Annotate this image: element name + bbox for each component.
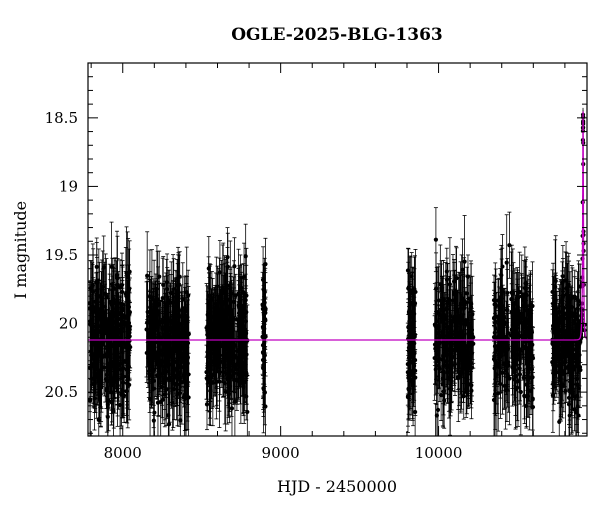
data-point bbox=[155, 294, 160, 390]
y-tick-label: 18.5 bbox=[45, 109, 78, 127]
data-point bbox=[93, 342, 98, 413]
data-point bbox=[88, 260, 93, 317]
data-point bbox=[118, 296, 123, 342]
data-point bbox=[157, 351, 162, 396]
data-point bbox=[114, 230, 120, 320]
data-point bbox=[175, 330, 180, 427]
y-tick-label: 20.5 bbox=[45, 383, 78, 401]
data-point bbox=[179, 291, 184, 377]
data-point bbox=[147, 271, 152, 362]
data-point bbox=[90, 353, 96, 404]
plot-area bbox=[88, 107, 587, 436]
data-point bbox=[90, 243, 95, 328]
data-point bbox=[163, 330, 168, 392]
data-point bbox=[102, 338, 107, 397]
data-point bbox=[507, 211, 512, 279]
data-point bbox=[176, 252, 181, 344]
data-point bbox=[110, 257, 115, 311]
data-point bbox=[115, 343, 120, 417]
data-point bbox=[151, 302, 156, 367]
data-point bbox=[160, 375, 165, 424]
data-point bbox=[162, 319, 167, 390]
data-point bbox=[112, 308, 117, 399]
data-point bbox=[185, 338, 190, 430]
y-tick-label: 20 bbox=[59, 315, 78, 333]
data-point bbox=[121, 347, 126, 419]
data-point bbox=[147, 350, 153, 436]
data-point bbox=[108, 356, 113, 399]
data-point bbox=[183, 275, 188, 347]
x-axis-label: HJD - 2450000 bbox=[277, 477, 397, 496]
x-tick-label: 9000 bbox=[262, 444, 300, 462]
data-point bbox=[176, 254, 182, 316]
data-point bbox=[94, 256, 100, 325]
y-tick-label: 19.5 bbox=[45, 246, 78, 264]
data-point bbox=[105, 330, 110, 405]
x-tick-label: 8000 bbox=[104, 444, 142, 462]
data-point bbox=[120, 287, 125, 330]
chart-title: OGLE-2025-BLG-1363 bbox=[231, 25, 443, 45]
data-point bbox=[444, 247, 449, 296]
data-point bbox=[166, 297, 171, 344]
data-point bbox=[97, 337, 102, 418]
x-tick-label: 10000 bbox=[415, 444, 463, 462]
data-point bbox=[144, 322, 149, 383]
data-point bbox=[172, 305, 177, 390]
data-point bbox=[170, 313, 175, 401]
y-axis-label: I magnitude bbox=[11, 201, 30, 299]
data-point bbox=[127, 349, 132, 421]
data-point bbox=[102, 261, 107, 326]
y-tick-label: 19 bbox=[59, 177, 78, 195]
